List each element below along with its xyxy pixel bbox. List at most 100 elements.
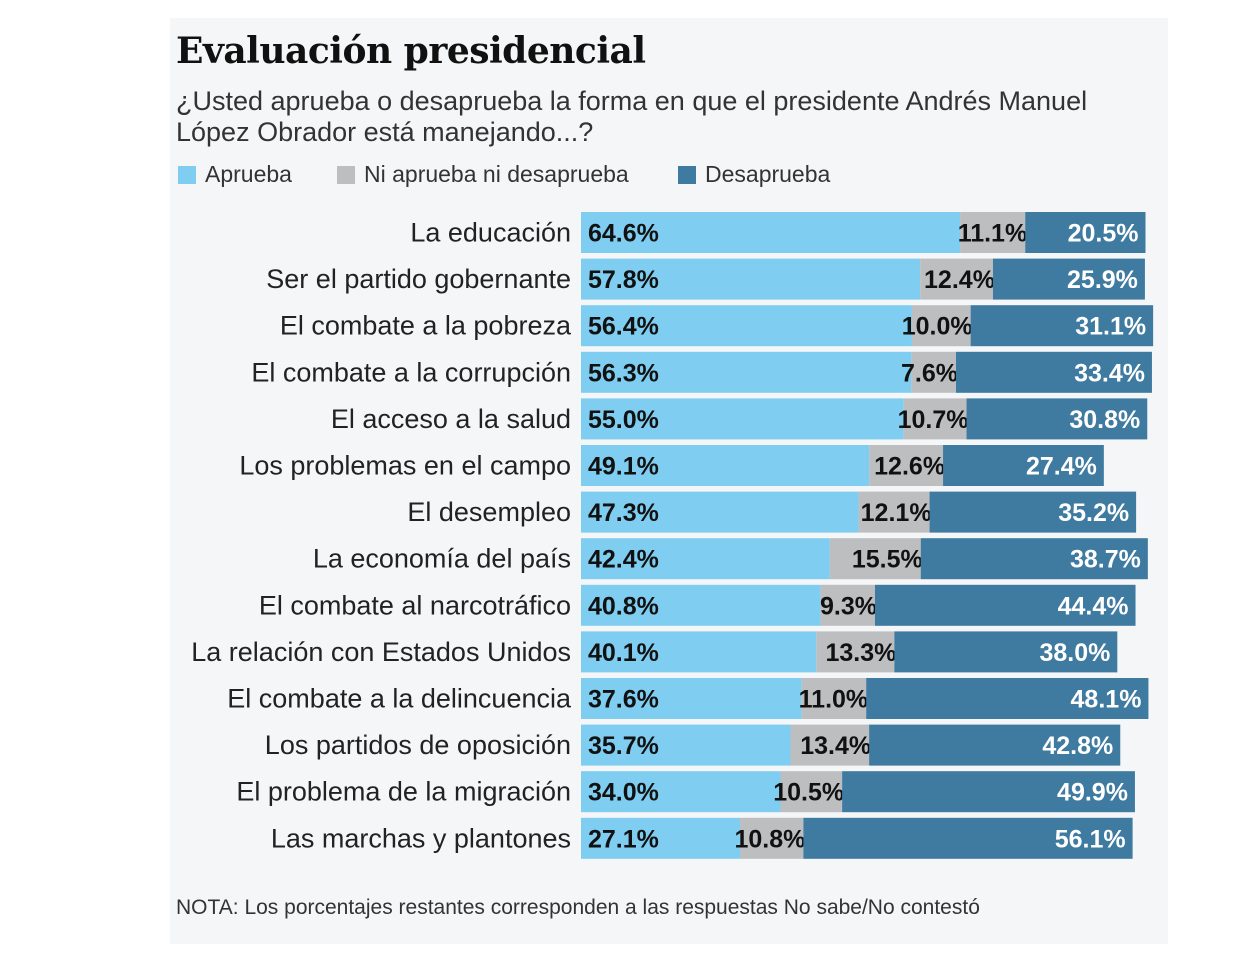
bar-aprueba [581, 724, 791, 766]
data-label: 9.3% [820, 592, 877, 620]
bar-aprueba [581, 212, 961, 253]
data-label: 12.6% [874, 453, 945, 481]
data-label: 10.8% [735, 825, 806, 853]
bar-ni-aprueba-ni-desaprueba [858, 491, 930, 533]
chart-note: NOTA: Los porcentajes restantes correspo… [176, 896, 980, 919]
data-label: 7.6% [901, 359, 958, 387]
data-label: 48.1% [1071, 686, 1142, 714]
data-label: 10.7% [898, 406, 969, 434]
bar-aprueba [581, 584, 821, 626]
bar-ni-aprueba-ni-desaprueba [903, 398, 967, 440]
bar-desaprueba [920, 538, 1148, 580]
bar-aprueba [581, 678, 802, 719]
data-label: 27.1% [588, 825, 659, 853]
bar-aprueba [581, 398, 904, 440]
data-label: 11.1% [958, 220, 1028, 248]
category-label: El combate a la corrupción [251, 357, 571, 387]
data-label: 49.9% [1057, 779, 1128, 807]
category-label: Los partidos de oposición [265, 730, 571, 760]
bar-ni-aprueba-ni-desaprueba [920, 258, 993, 300]
bar-aprueba [581, 631, 817, 673]
bar-ni-aprueba-ni-desaprueba [960, 212, 1026, 253]
category-label: Las marchas y plantones [271, 823, 571, 853]
bar-ni-aprueba-ni-desaprueba [780, 771, 843, 813]
bar-desaprueba [1025, 212, 1146, 253]
bar-ni-aprueba-ni-desaprueba [829, 538, 921, 580]
data-label: 38.7% [1070, 546, 1141, 574]
legend-item-aprueba: Aprueba [178, 161, 292, 188]
data-label: 42.4% [588, 546, 659, 574]
data-label: 15.5% [852, 546, 923, 574]
bar-ni-aprueba-ni-desaprueba [869, 445, 944, 486]
bar-desaprueba [869, 724, 1121, 766]
bar-aprueba [581, 445, 870, 486]
bar-ni-aprueba-ni-desaprueba [911, 305, 971, 347]
data-label: 10.5% [773, 779, 844, 807]
bar-aprueba [581, 538, 830, 580]
data-label: 13.4% [800, 732, 871, 760]
bar-aprueba [581, 351, 912, 393]
data-label: 11.0% [799, 686, 869, 714]
category-label: Los problemas en el campo [239, 451, 571, 481]
bar-ni-aprueba-ni-desaprueba [790, 724, 870, 766]
data-label: 56.4% [588, 313, 659, 341]
bar-desaprueba [970, 305, 1154, 347]
data-label: 12.4% [924, 266, 995, 294]
bar-aprueba [581, 258, 921, 300]
legend-label-aprueba: Aprueba [205, 161, 292, 187]
bar-desaprueba [992, 258, 1145, 300]
bar-desaprueba [943, 445, 1104, 486]
bar-desaprueba [955, 351, 1152, 393]
data-label: 37.6% [588, 686, 659, 714]
chart-title: Evaluación presidencial [176, 30, 646, 72]
legend-swatch-aprueba [178, 165, 196, 184]
category-label: La relación con Estados Unidos [191, 637, 571, 667]
bar-aprueba [581, 305, 912, 347]
legend-label-desaprueba: Desaprueba [705, 161, 831, 187]
data-label: 31.1% [1075, 313, 1146, 341]
data-label: 56.1% [1055, 825, 1126, 853]
bar-desaprueba [894, 631, 1118, 673]
data-label: 42.8% [1042, 732, 1113, 760]
category-label: El desempleo [407, 497, 571, 527]
bar-aprueba [581, 491, 859, 533]
legend-item-desaprueba: Desaprueba [678, 161, 830, 188]
category-label: Ser el partido gobernante [266, 264, 571, 294]
data-label: 55.0% [588, 406, 659, 434]
data-label: 57.8% [588, 266, 659, 294]
legend-label-ni: Ni aprueba ni desaprueba [364, 161, 629, 187]
bar-aprueba [581, 817, 741, 859]
data-label: 25.9% [1067, 266, 1138, 294]
bar-desaprueba [842, 771, 1135, 813]
data-label: 47.3% [588, 499, 659, 527]
bar-ni-aprueba-ni-desaprueba [820, 584, 875, 626]
data-label: 56.3% [588, 359, 659, 387]
legend-swatch-ni [337, 165, 355, 184]
bar-desaprueba [803, 817, 1133, 859]
data-label: 30.8% [1069, 406, 1140, 434]
bar-desaprueba [966, 398, 1148, 440]
data-label: 44.4% [1058, 592, 1129, 620]
legend-item-ni: Ni aprueba ni desaprueba [337, 161, 629, 188]
bar-aprueba [581, 771, 781, 813]
bar-desaprueba [929, 491, 1137, 533]
legend-swatch-desaprueba [678, 165, 696, 184]
bar-desaprueba [866, 678, 1149, 719]
bar-ni-aprueba-ni-desaprueba [816, 631, 895, 673]
category-label: La educación [410, 218, 571, 248]
data-label: 49.1% [588, 453, 659, 481]
data-label: 27.4% [1026, 453, 1097, 481]
bar-ni-aprueba-ni-desaprueba [911, 351, 956, 393]
category-label: El problema de la migración [236, 777, 571, 807]
category-label: El combate a la pobreza [280, 311, 572, 341]
data-label: 64.6% [588, 220, 659, 248]
data-label: 33.4% [1074, 359, 1145, 387]
bar-ni-aprueba-ni-desaprueba [801, 678, 867, 719]
data-label: 35.2% [1058, 499, 1129, 527]
category-label: El combate a la delincuencia [227, 684, 572, 714]
data-label: 40.8% [588, 592, 659, 620]
data-label: 34.0% [588, 779, 659, 807]
data-label: 12.1% [861, 499, 932, 527]
chart-subtitle: ¿Usted aprueba o desaprueba la forma en … [176, 86, 1088, 147]
